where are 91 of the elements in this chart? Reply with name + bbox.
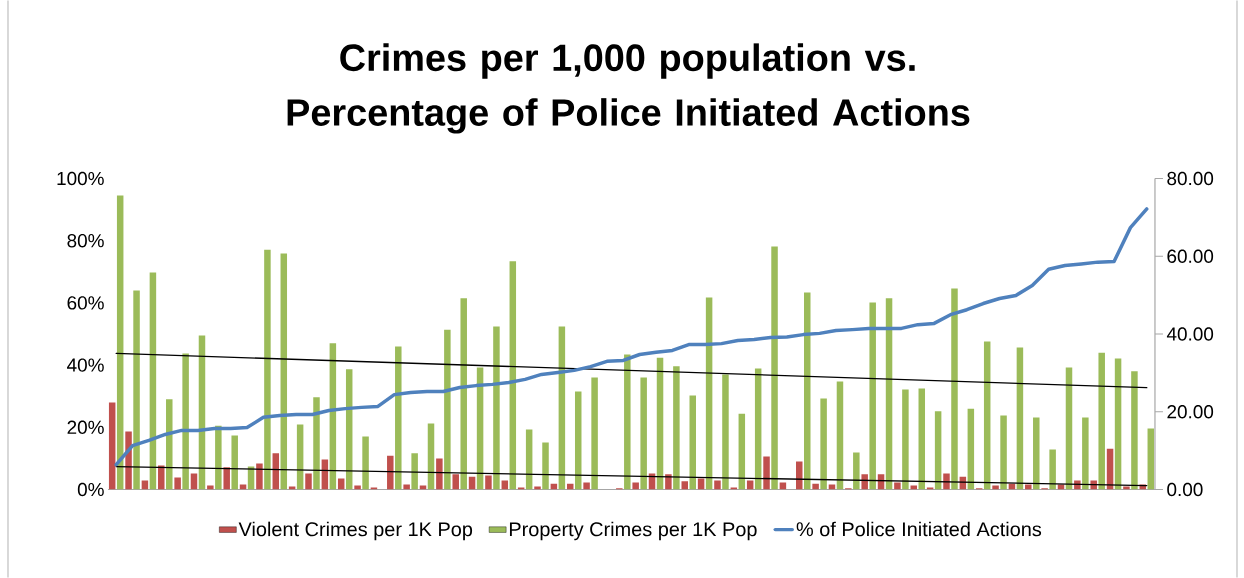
bar — [689, 395, 696, 490]
bar — [1025, 484, 1032, 490]
legend-label: % of Police Initiated Actions — [796, 521, 1042, 537]
bar — [869, 302, 876, 490]
bar — [1147, 428, 1155, 490]
bar — [1098, 352, 1105, 490]
bar — [640, 377, 647, 490]
bar — [288, 486, 296, 490]
bar — [305, 473, 312, 490]
bar — [158, 465, 165, 490]
bar — [967, 408, 975, 490]
bar — [763, 456, 770, 490]
bar — [624, 354, 631, 490]
bar — [1033, 417, 1040, 490]
bar — [542, 442, 549, 490]
bar — [444, 329, 451, 490]
bar — [673, 366, 680, 490]
bar — [853, 452, 860, 490]
bar — [681, 481, 688, 490]
y2-tick-label: 80.00 — [1167, 171, 1214, 186]
y-tick-label: 40% — [67, 358, 104, 372]
bar — [983, 341, 991, 490]
bar — [754, 368, 762, 490]
bar — [771, 246, 778, 490]
bar — [387, 455, 394, 490]
bar — [427, 423, 435, 490]
bar — [1123, 486, 1130, 490]
bar — [1016, 347, 1024, 490]
y2-tick-label: 60.00 — [1167, 249, 1214, 263]
bar — [460, 298, 467, 490]
y-tick-label: 0% — [77, 482, 104, 497]
bar — [820, 398, 827, 490]
bar — [632, 482, 639, 490]
bar — [894, 482, 901, 490]
bar — [714, 480, 721, 490]
bar — [174, 477, 181, 490]
bar — [583, 482, 590, 490]
bar — [264, 249, 271, 490]
bar — [1131, 371, 1138, 490]
bar — [182, 353, 189, 490]
y-tick-label: 60% — [67, 296, 104, 310]
bar — [133, 290, 140, 490]
bar — [796, 461, 803, 490]
y-tick-label: 80% — [67, 233, 104, 248]
bar — [934, 411, 942, 490]
bar — [591, 377, 598, 490]
bar — [836, 381, 844, 490]
bar — [452, 474, 459, 490]
bar — [1049, 449, 1056, 490]
bar — [231, 435, 238, 490]
bar — [223, 467, 230, 490]
bar — [125, 431, 132, 490]
bar — [656, 357, 664, 490]
bar — [1000, 415, 1007, 490]
bar — [665, 474, 672, 490]
bar — [411, 453, 418, 490]
bar — [485, 475, 492, 490]
bar — [436, 458, 443, 490]
legend-label: Property Crimes per 1K Pop — [509, 521, 757, 541]
bar — [256, 463, 263, 490]
bar — [828, 484, 836, 490]
bar — [362, 436, 369, 490]
bar — [166, 399, 173, 490]
y2-tick-label: 40.00 — [1166, 327, 1214, 341]
y-tick-label: 20% — [67, 420, 104, 434]
bar — [1082, 417, 1089, 490]
bar — [918, 388, 926, 490]
bar — [215, 425, 222, 490]
chart-title: Crimes per 1,000 population vs. Percentage of Police Initiated Actions — [287, 43, 970, 134]
bar — [116, 195, 124, 490]
bar — [1065, 367, 1073, 490]
bar — [861, 474, 868, 490]
bar — [902, 389, 909, 490]
bar — [722, 374, 729, 490]
bar — [313, 397, 320, 490]
y2-tick-label: 20.00 — [1167, 405, 1214, 419]
bar — [812, 483, 819, 490]
bar — [779, 482, 787, 490]
bar — [239, 484, 247, 490]
bar — [493, 326, 500, 490]
bar — [804, 292, 811, 490]
bar — [509, 261, 517, 490]
y2-tick-label: 0.00 — [1167, 482, 1203, 497]
bar — [403, 484, 410, 490]
bar — [951, 288, 958, 490]
y-tick-label: 100% — [57, 171, 104, 186]
legend-label: Violent Crimes per 1K Pop — [238, 521, 473, 541]
bar — [395, 346, 402, 490]
bar — [108, 402, 116, 490]
bar — [1114, 358, 1122, 490]
bar — [534, 486, 541, 490]
